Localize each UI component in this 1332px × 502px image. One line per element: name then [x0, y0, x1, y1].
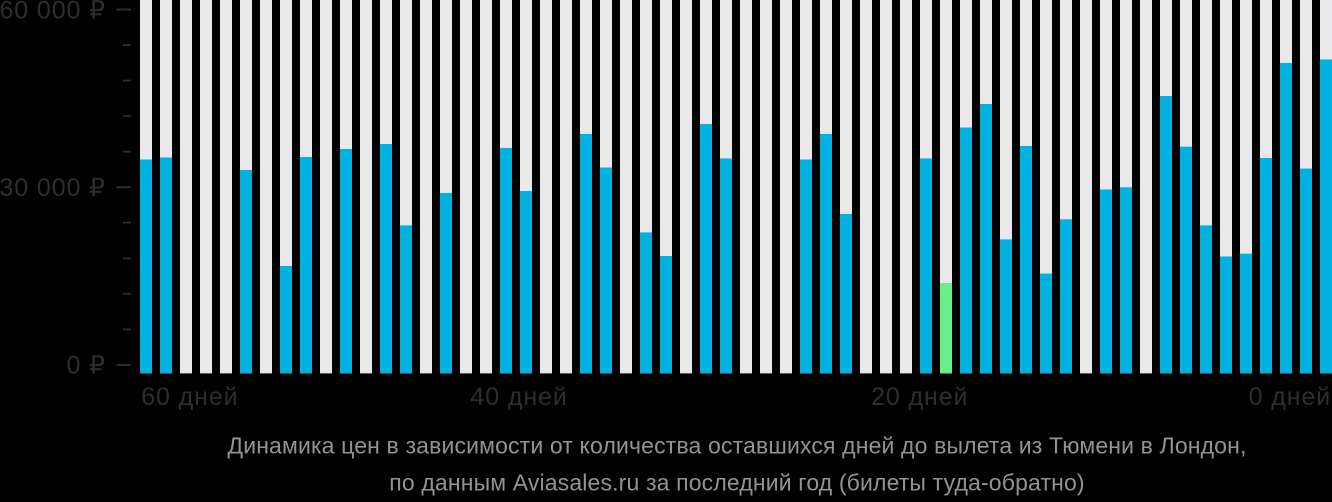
svg-text:40 дней: 40 дней [470, 383, 567, 411]
svg-text:Динамика цен в зависимости от: Динамика цен в зависимости от количества… [227, 433, 1246, 459]
svg-text:0 дней: 0 дней [1249, 383, 1332, 411]
svg-text:20 дней: 20 дней [871, 383, 968, 411]
svg-text:0 ₽: 0 ₽ [67, 352, 106, 380]
svg-text:60 000 ₽: 60 000 ₽ [0, 0, 106, 25]
svg-text:60 дней: 60 дней [141, 383, 238, 411]
svg-text:по данным Aviasales.ru за посл: по данным Aviasales.ru за последний год … [389, 469, 1084, 495]
svg-text:30 000 ₽: 30 000 ₽ [0, 174, 106, 202]
